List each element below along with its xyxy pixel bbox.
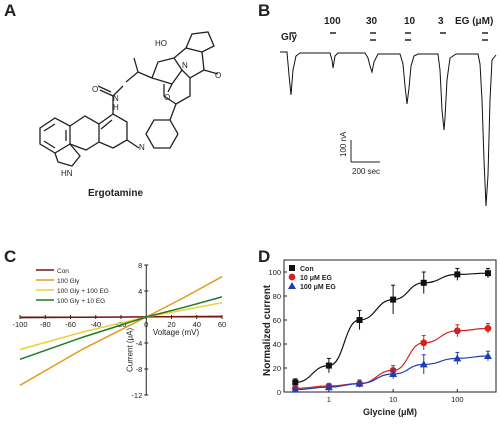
d-point [324, 383, 333, 391]
c-legend-label: 100 Gly [57, 278, 80, 285]
conc-label-100: 100 [324, 16, 341, 27]
c-y-tick-label: -4 [136, 339, 143, 348]
d-point [483, 352, 492, 359]
d-y-tick-label: 20 [273, 364, 281, 373]
c-x-tick-label: -80 [40, 320, 51, 329]
c-series [19, 276, 223, 386]
c-legend-label: 100 Gly + 10 EG [57, 298, 105, 305]
c-y-axis-label: Current (μA) [125, 327, 134, 372]
gly-label: Gly [281, 32, 298, 43]
c-x-tick-label: 0 [144, 320, 148, 329]
d-point [453, 354, 462, 362]
panel-a-letter: A [4, 1, 16, 20]
conc-label-10: 10 [404, 16, 416, 27]
conc-label-3: 3 [438, 16, 444, 27]
d-y-tick-label: 80 [273, 292, 281, 301]
d-legend-label: 10 μM EG [300, 275, 332, 282]
c-legend: Con 100 Gly 100 Gly + 100 EG 100 Gly + 10 E… [36, 268, 109, 305]
d-y-tick-label: 100 [268, 268, 281, 277]
d-x-tick-label: 1 [327, 395, 331, 404]
atom-o-ring: O [215, 71, 221, 80]
c-x-tick-label: 60 [218, 320, 226, 329]
d-x-tick-label: 100 [451, 395, 464, 404]
atom-ho: HO [155, 39, 167, 48]
panel-b-letter: B [258, 1, 270, 20]
c-y-tick-label: -8 [136, 365, 143, 374]
panel-a: A [4, 1, 221, 199]
scale-bar [350, 140, 380, 163]
d-legend-marker [289, 265, 295, 271]
c-legend-label: 100 Gly + 100 EG [57, 288, 109, 295]
atom-n-methyl: N [139, 143, 145, 152]
panel-d-letter: D [258, 247, 270, 266]
d-plot-frame [283, 259, 497, 393]
c-x-tick-label: 40 [193, 320, 201, 329]
d-axes: 1 10 100 0 20 40 60 80 100 [268, 259, 497, 404]
panel-c-letter: C [4, 247, 16, 266]
d-y-tick-label: 40 [273, 340, 281, 349]
d-point [453, 327, 461, 335]
d-point [484, 270, 491, 277]
current-trace [280, 51, 497, 207]
application-bars [290, 32, 488, 41]
d-y-axis-label: Normalized current [262, 284, 273, 376]
d-y-tick-label: 0 [277, 388, 281, 397]
d-point [454, 271, 461, 278]
d-point [356, 317, 363, 323]
d-point [420, 279, 427, 286]
d-legend-label: 100 μM EG [300, 284, 336, 291]
d-point [291, 385, 300, 393]
scale-y-label: 100 nA [339, 131, 348, 157]
c-y-tick-label: 8 [138, 261, 142, 270]
atom-o-carbonyl: O [92, 85, 98, 94]
atom-o-lactam: O [164, 93, 170, 102]
conc-label-30: 30 [366, 16, 378, 27]
c-legend-label: Con [57, 268, 69, 275]
c-y-tick-label: -12 [131, 391, 142, 400]
d-point [419, 360, 428, 368]
atom-n-ring: N [182, 61, 188, 70]
panel-d: D 1 10 100 0 20 40 60 80 100 Con 10 μM EG 100 μM E… [258, 247, 497, 417]
c-x-tick-label: -40 [90, 320, 101, 329]
panel-c: C -100 -80 -60 -40 -20 0 20 40 60-12-8-448 Con10… [4, 247, 226, 400]
d-x-axis-label: Glycine (μM) [363, 407, 417, 417]
c-series-line [19, 315, 223, 319]
d-legend-label: Con [300, 266, 314, 273]
c-y-tick-label: 4 [138, 287, 142, 296]
d-point [325, 362, 332, 369]
panel-b: B Gly 100 30 10 3 EG (μM) 100 nA 200 sec [258, 1, 497, 207]
d-series [291, 267, 492, 393]
atom-h-amide: H [113, 103, 119, 112]
atom-hn: HN [61, 169, 73, 178]
d-legend: Con 10 μM EG 100 μM EG [288, 265, 336, 291]
d-legend-marker [288, 273, 296, 281]
c-x-tick-label: -100 [12, 320, 27, 329]
d-point [355, 379, 364, 387]
ergotamine-structure [39, 31, 219, 167]
compound-caption: Ergotamine [88, 188, 143, 199]
d-point [292, 379, 299, 386]
c-series-line [19, 296, 223, 361]
d-x-tick-label: 10 [389, 395, 397, 404]
d-legend-marker [288, 282, 296, 289]
d-point [484, 325, 492, 332]
eg-label: EG (μM) [455, 16, 493, 27]
d-point [420, 339, 428, 347]
atom-n-amide: N [113, 94, 119, 103]
c-x-tick-label: -60 [65, 320, 76, 329]
d-point [390, 296, 397, 303]
c-x-tick-label: 20 [167, 320, 175, 329]
d-point [389, 370, 398, 377]
c-x-axis-label: Voltage (mV) [153, 328, 200, 337]
scale-x-label: 200 sec [352, 167, 380, 176]
d-y-tick-label: 60 [273, 316, 281, 325]
